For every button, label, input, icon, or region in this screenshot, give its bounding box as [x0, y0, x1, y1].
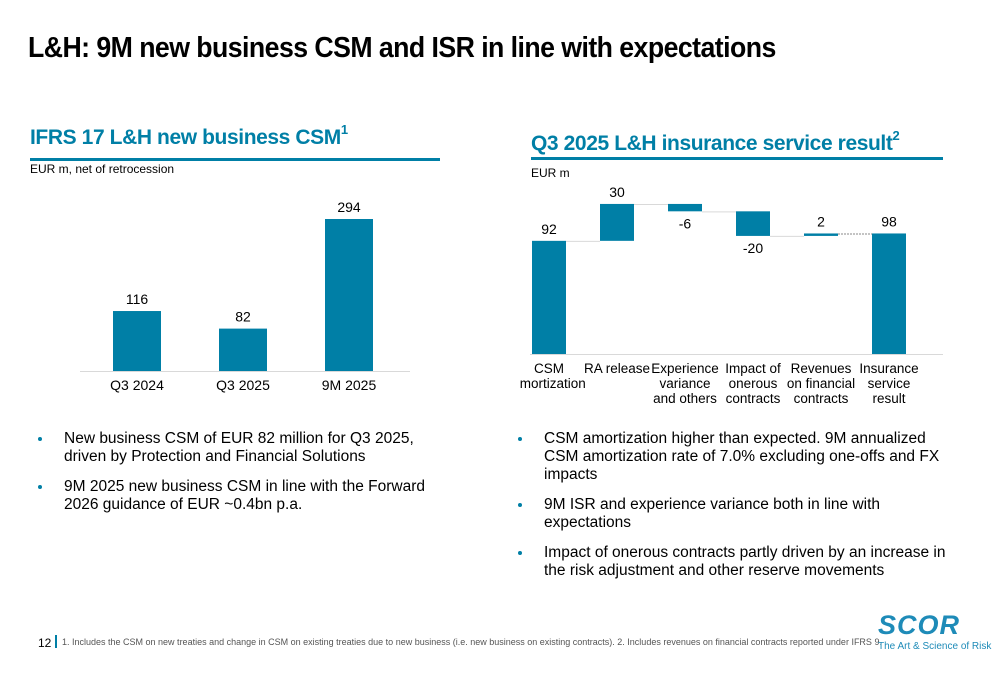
left-section-rule — [30, 158, 440, 161]
footnote-ref-2: 2 — [892, 128, 900, 143]
logo-tagline: The Art & Science of Risk — [878, 641, 992, 652]
bullet-dot-icon — [38, 485, 42, 489]
page-title: L&H: 9M new business CSM and ISR in line… — [28, 32, 776, 64]
x-tick-label: contracts — [794, 391, 849, 406]
x-tick-label: Q3 2024 — [110, 377, 164, 393]
csm-bar-chart: 116 Q3 2024 82 Q3 2025 294 9M 2025 — [80, 199, 410, 393]
right-bullet-item: 9M ISR and experience variance both in l… — [510, 496, 960, 532]
bullet-text: New business CSM of EUR 82 million for Q… — [64, 430, 414, 465]
data-label: 82 — [235, 309, 251, 325]
bullet-text: Impact of onerous contracts partly drive… — [544, 544, 946, 579]
footer-divider — [55, 635, 57, 648]
waterfall-bar — [872, 233, 906, 354]
waterfall-bar — [804, 233, 838, 236]
x-tick-label: variance — [659, 376, 710, 391]
right-bullet-item: Impact of onerous contracts partly drive… — [510, 544, 960, 580]
right-section-title: Q3 2025 L&H insurance service result2 — [531, 128, 900, 156]
x-tick-label: onerous — [729, 376, 778, 391]
x-tick-label: contracts — [726, 391, 781, 406]
bullet-text: 9M ISR and experience variance both in l… — [544, 496, 881, 531]
x-tick-label: and others — [653, 391, 717, 406]
x-tick-label: RA release — [584, 361, 650, 376]
right-section-title-text: Q3 2025 L&H insurance service result — [531, 132, 893, 155]
data-label: -20 — [743, 240, 763, 256]
bar-9m-2025 — [325, 219, 373, 371]
left-bullet-list: New business CSM of EUR 82 million for Q… — [30, 430, 460, 526]
bar-q3-2024 — [113, 311, 161, 371]
left-section-title-text: IFRS 17 L&H new business CSM — [30, 126, 341, 149]
logo-wordmark: SCOR — [878, 610, 961, 640]
waterfall-bar — [668, 203, 702, 212]
x-tick-label: service — [868, 376, 911, 391]
footnote: 1. Includes the CSM on new treaties and … — [62, 637, 882, 647]
x-tick-label: Experience — [651, 361, 719, 376]
x-tick-label: Insurance — [859, 361, 918, 376]
data-label: 2 — [817, 213, 825, 229]
x-tick-label: result — [872, 391, 905, 406]
left-section-title: IFRS 17 L&H new business CSM1 — [30, 122, 348, 150]
x-tick-label: amortization — [520, 376, 586, 391]
data-label: -6 — [679, 215, 692, 231]
page-number: 12 — [38, 636, 52, 650]
bullet-dot-icon — [518, 437, 522, 441]
waterfall-bar — [736, 211, 770, 236]
bar-q3-2025 — [219, 328, 267, 371]
bullet-dot-icon — [518, 503, 522, 507]
right-section-rule — [531, 157, 943, 160]
x-tick-label: Impact of — [725, 361, 781, 376]
right-unit-label: EUR m — [531, 166, 570, 180]
bullet-dot-icon — [38, 437, 42, 441]
left-unit-label: EUR m, net of retrocession — [30, 162, 175, 176]
footnote-ref-1: 1 — [340, 122, 348, 137]
x-tick-label: on financial — [787, 376, 855, 391]
data-label: 98 — [881, 213, 897, 229]
scor-logo: SCOR The Art & Science of Risk — [878, 610, 992, 653]
data-label: 116 — [126, 291, 149, 307]
data-label: 92 — [541, 221, 557, 237]
bullet-text: CSM amortization higher than expected. 9… — [544, 430, 940, 483]
left-bullet-item: 9M 2025 new business CSM in line with th… — [30, 478, 460, 514]
right-bullet-list: CSM amortization higher than expected. 9… — [510, 430, 960, 592]
bullet-dot-icon — [518, 551, 522, 555]
bullet-text: 9M 2025 new business CSM in line with th… — [64, 478, 425, 513]
data-label: 30 — [609, 184, 625, 200]
waterfall-bar — [532, 240, 566, 354]
data-label: 294 — [337, 199, 361, 215]
left-bullet-item: New business CSM of EUR 82 million for Q… — [30, 430, 460, 466]
x-tick-label: Revenues — [791, 361, 852, 376]
x-tick-label: 9M 2025 — [322, 377, 377, 393]
waterfall-bar — [600, 203, 634, 241]
x-tick-label: Q3 2025 — [216, 377, 270, 393]
x-tick-label: CSM — [534, 361, 564, 376]
right-bullet-item: CSM amortization higher than expected. 9… — [510, 430, 960, 484]
